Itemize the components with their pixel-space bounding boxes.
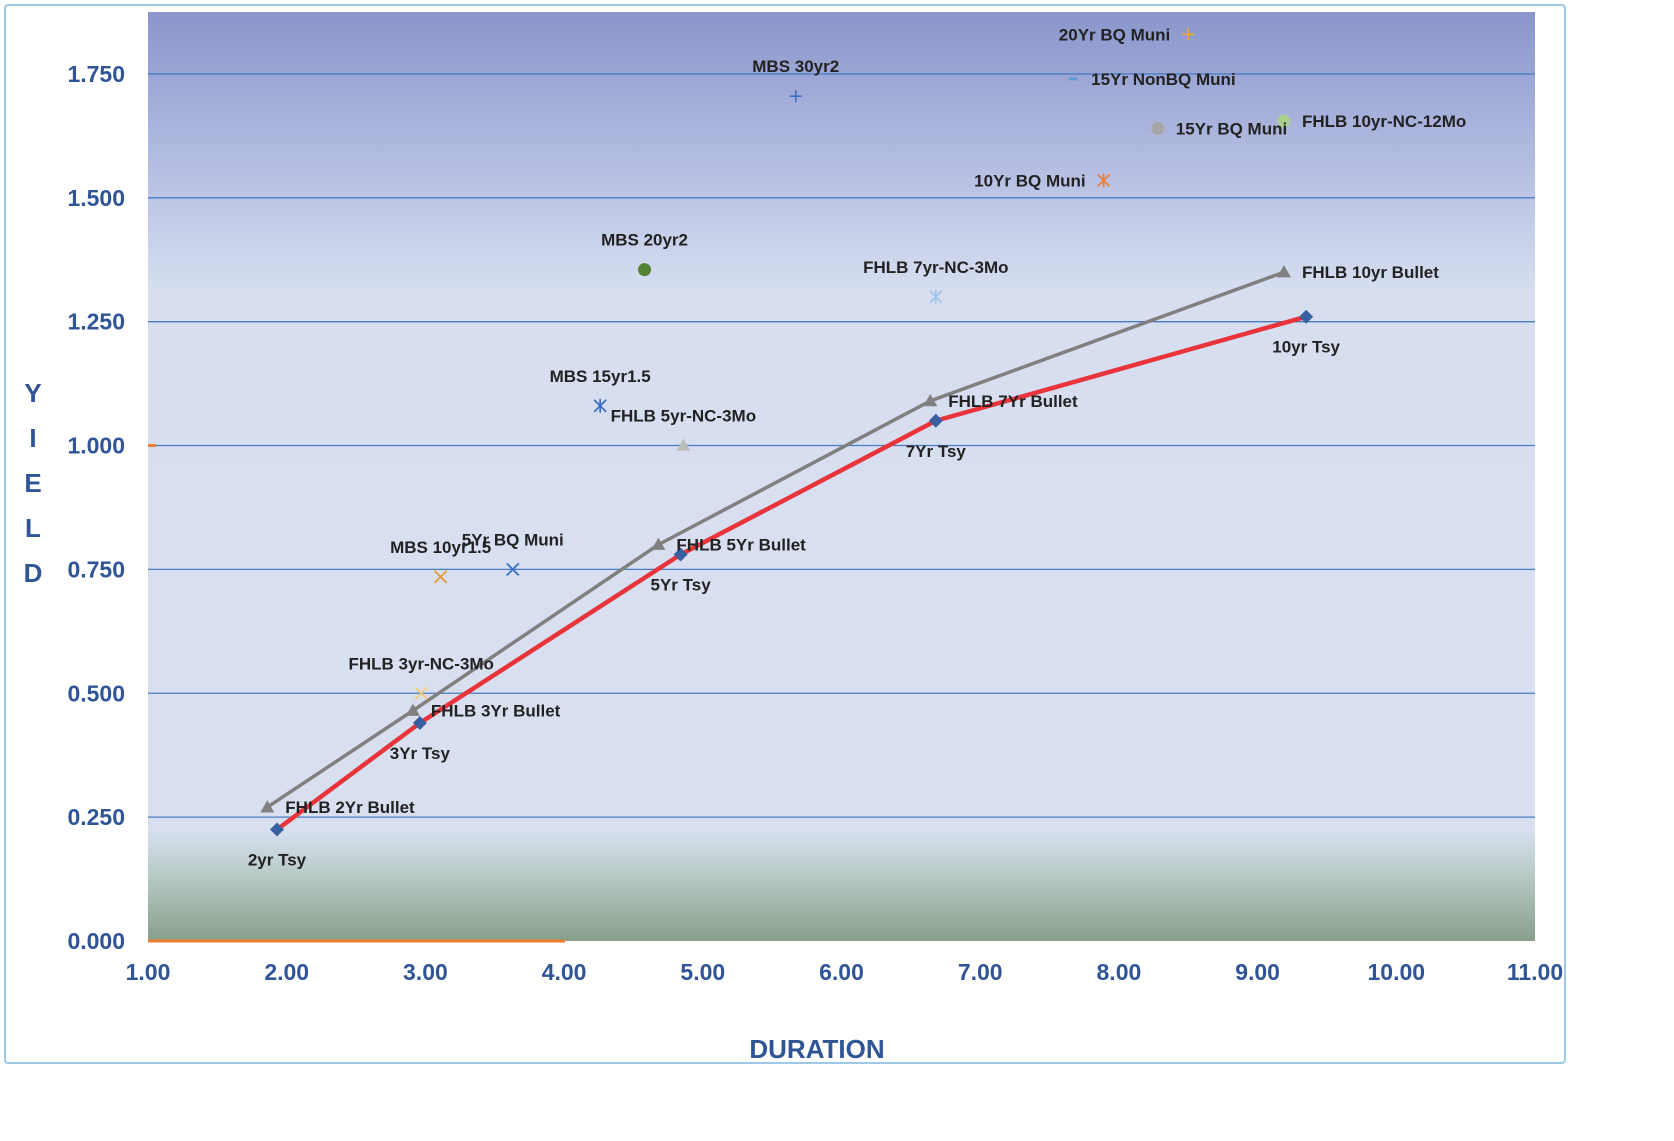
y-axis-title-letter: Y — [24, 378, 41, 408]
y-tick-label: 1.000 — [67, 433, 125, 459]
data-label: 5Yr Tsy — [651, 576, 712, 595]
x-marker — [434, 570, 448, 584]
x-tick-label: 9.00 — [1235, 959, 1280, 985]
y-tick-label: 0.750 — [67, 556, 125, 582]
y-tick-label: 0.250 — [67, 804, 125, 830]
triangle-marker — [651, 537, 666, 550]
asterisk-marker — [593, 398, 607, 413]
triangle-marker — [1276, 265, 1291, 278]
diamond-marker — [269, 822, 284, 837]
line-point — [269, 822, 284, 837]
circle-marker — [1151, 121, 1165, 135]
y-tick-label: 1.250 — [67, 309, 125, 335]
data-labels: 2yr Tsy 3Yr Tsy 5Yr Tsy 7Yr Tsy 10yr Tsy FHLB… — [248, 25, 1466, 869]
asterisk-marker — [929, 289, 943, 304]
y-axis-title-letter: D — [24, 558, 43, 588]
data-label: 10yr Tsy — [1272, 338, 1340, 357]
data-label: 2yr Tsy — [248, 851, 307, 870]
data-label: MBS 10yr1.5 — [390, 538, 491, 557]
plot-area — [148, 12, 1535, 941]
data-label: FHLB 7Yr Bullet — [948, 392, 1078, 411]
x-tick-label: 11.00 — [1507, 959, 1563, 985]
data-label: FHLB 5yr-NC-3Mo — [611, 407, 756, 426]
x-marker — [414, 686, 428, 700]
scatter-point — [414, 686, 428, 700]
asterisk-marker — [1097, 173, 1111, 188]
scatter-point — [434, 570, 448, 584]
line-point — [260, 800, 275, 813]
y-axis-title-letter: I — [29, 423, 36, 453]
scatter-point — [1182, 28, 1195, 41]
data-label: 15Yr BQ Muni — [1176, 119, 1287, 138]
line-point — [412, 715, 427, 730]
plus-marker — [789, 90, 802, 103]
scatter-point — [1097, 173, 1111, 188]
diamond-marker — [673, 547, 688, 562]
y-tick-label: 1.500 — [67, 185, 125, 211]
x-marker — [506, 562, 520, 577]
line-point — [651, 537, 666, 550]
data-label: 10Yr BQ Muni — [974, 171, 1085, 190]
scatter-point — [1151, 121, 1165, 135]
data-label: 3Yr Tsy — [390, 744, 451, 763]
data-label: FHLB 3yr-NC-3Mo — [349, 654, 494, 673]
data-series — [260, 28, 1314, 837]
x-tick-label: 8.00 — [1097, 959, 1142, 985]
axes: 0.000 0.250 0.500 0.750 1.000 1.250 1.500 1.750… — [67, 61, 1563, 985]
line-point — [1276, 265, 1291, 278]
x-tick-label: 5.00 — [680, 959, 725, 985]
data-label: 7Yr Tsy — [906, 442, 967, 461]
triangle-marker — [405, 703, 420, 716]
x-tick-label: 1.00 — [126, 959, 171, 985]
x-tick-label: 7.00 — [958, 959, 1003, 985]
circle-marker — [638, 263, 652, 277]
x-tick-label: 10.00 — [1368, 959, 1426, 985]
diamond-marker — [928, 413, 943, 428]
scatter-point — [1277, 114, 1291, 128]
data-label: FHLB 3Yr Bullet — [431, 702, 561, 721]
scatter-point — [506, 562, 520, 577]
line-point — [923, 393, 938, 407]
x-tick-label: 4.00 — [542, 959, 587, 985]
x-tick-label: 3.00 — [403, 959, 448, 985]
triangle-marker — [260, 800, 275, 813]
y-tick-label: 0.500 — [67, 680, 125, 706]
data-label: FHLB 2Yr Bullet — [285, 798, 415, 817]
data-label: MBS 30yr2 — [752, 57, 839, 76]
x-tick-label: 2.00 — [264, 959, 309, 985]
line-point — [1299, 309, 1314, 324]
line-point — [405, 703, 420, 716]
data-label: 20Yr BQ Muni — [1059, 25, 1170, 44]
scatter-point — [789, 90, 802, 103]
diamond-marker — [1299, 309, 1314, 324]
x-tick-label: 6.00 — [819, 959, 864, 985]
triangle-marker — [923, 393, 938, 407]
line-point — [928, 413, 943, 428]
plus-marker — [1182, 28, 1195, 41]
diamond-marker — [412, 715, 427, 730]
line-point — [673, 547, 688, 562]
data-label: MBS 20yr2 — [601, 231, 688, 250]
y-axis-title-letter: L — [25, 513, 41, 543]
y-tick-label: 1.750 — [67, 61, 125, 87]
scatter-point — [638, 263, 652, 277]
scatter-point — [929, 289, 943, 304]
scatter-point — [593, 398, 607, 413]
data-label: MBS 15yr1.5 — [550, 367, 651, 386]
data-label: FHLB 7yr-NC-3Mo — [863, 258, 1008, 277]
data-label: FHLB 5Yr Bullet — [676, 536, 806, 555]
data-label: FHLB 10yr-NC-12Mo — [1302, 112, 1466, 131]
gridlines — [148, 73, 1535, 818]
data-label: 15Yr NonBQ Muni — [1091, 70, 1236, 89]
scatter-point — [676, 438, 691, 451]
triangle-marker — [676, 438, 691, 451]
circle-marker — [1277, 114, 1291, 128]
y-axis-title-letter: E — [24, 468, 41, 498]
data-label: FHLB 10yr Bullet — [1302, 263, 1439, 282]
y-tick-label: 0.000 — [67, 928, 125, 954]
data-label: 5Yr BQ Muni — [462, 530, 564, 549]
x-axis-title: DURATION — [749, 1034, 884, 1064]
